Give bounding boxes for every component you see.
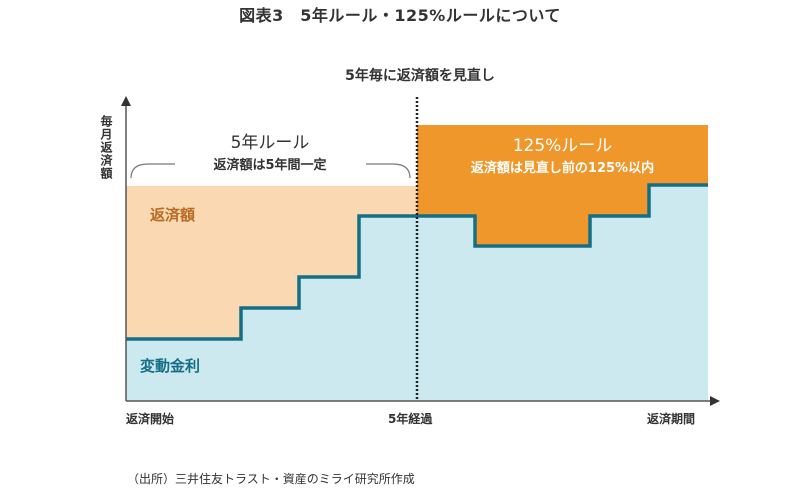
repayment-area-label: 返済額 <box>150 206 196 224</box>
y-axis-label: 毎月返済額 <box>99 115 113 180</box>
rule5-title: 5年ルール <box>230 133 310 153</box>
rule125-title: 125%ルール <box>512 136 613 156</box>
variable-rate-area-label: 変動金利 <box>140 357 201 375</box>
y-axis-arrow-icon <box>121 96 131 106</box>
x-axis-arrow-icon <box>710 396 720 406</box>
x-tick-term: 返済期間 <box>647 412 696 426</box>
rule125-description: 返済額は見直し前の125%以内 <box>470 161 655 176</box>
rule5-bracket-right <box>366 163 411 179</box>
review-caption: 5年毎に返済額を見直し <box>345 68 495 84</box>
x-tick-start: 返済開始 <box>126 412 175 426</box>
x-tick-five-years: 5年経過 <box>388 412 433 426</box>
rule5-description: 返済額は5年間一定 <box>213 158 327 173</box>
rule5-bracket-left <box>130 163 175 179</box>
chart-title: 図表3 5年ルール・125%ルールについて <box>239 6 561 25</box>
source-note: （出所）三井住友トラスト・資産のミライ研究所作成 <box>127 472 415 486</box>
variable-rate-step-line <box>126 183 708 341</box>
